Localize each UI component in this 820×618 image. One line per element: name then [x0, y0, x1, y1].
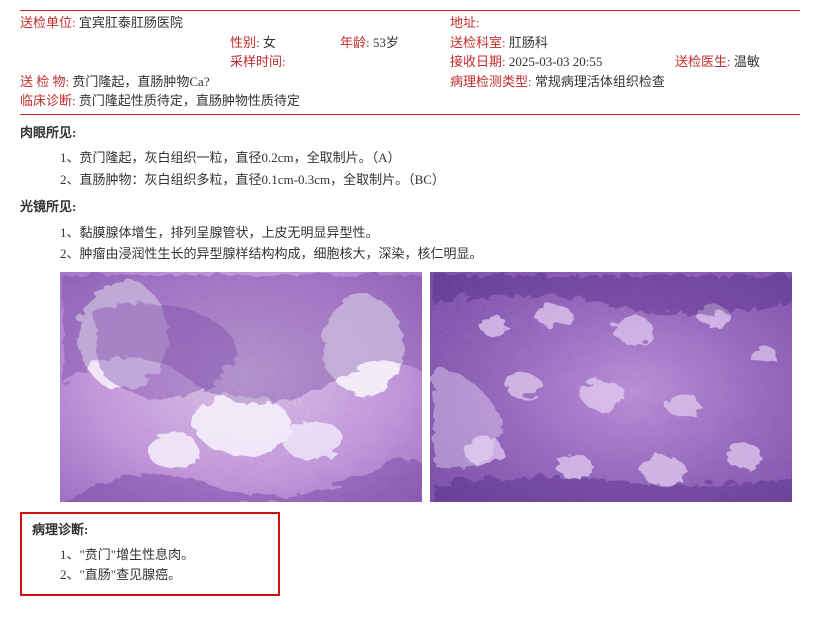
- specimen-label: 送 检 物:: [20, 74, 69, 89]
- histology-image-1: [60, 272, 422, 502]
- micro-item: 1、黏膜腺体增生，排列呈腺管状，上皮无明显异型性。: [60, 223, 800, 243]
- gross-items: 1、贲门隆起，灰白组织一粒，直径0.2cm，全取制片。（A） 2、直肠肿物：灰白…: [20, 148, 800, 189]
- header-row-1: 送检单位: 宜宾肛泰肛肠医院 地址:: [20, 13, 800, 33]
- addr-label: 地址:: [450, 15, 480, 30]
- diagnosis-item: 1、"贲门"增生性息肉。: [60, 545, 268, 565]
- header-row-3: 采样时间: 接收日期: 2025-03-03 20:55 送检医生: 温敏: [20, 52, 800, 72]
- recv-date-value: 2025-03-03 20:55: [509, 54, 603, 69]
- unit-value: 宜宾肛泰肛肠医院: [79, 15, 183, 30]
- clinical-value: 贲门隆起性质待定，直肠肿物性质待定: [79, 93, 300, 108]
- gross-title: 肉眼所见:: [20, 123, 800, 143]
- gross-item: 2、直肠肿物：灰白组织多粒，直径0.1cm-0.3cm，全取制片。（BC）: [60, 170, 800, 190]
- header-bottom-rule: [20, 114, 800, 115]
- sex-label: 性别:: [230, 35, 260, 50]
- age-value: 53岁: [373, 35, 399, 50]
- diagnosis-title: 病理诊断:: [32, 520, 268, 540]
- header-row-4: 送 检 物: 贲门隆起，直肠肿物Ca? 病理检测类型: 常规病理活体组织检查: [20, 72, 800, 92]
- age-label: 年龄:: [340, 35, 370, 50]
- clinical-label: 临床诊断:: [20, 93, 76, 108]
- test-type-label: 病理检测类型:: [450, 74, 532, 89]
- sample-time-label: 采样时间:: [230, 54, 286, 69]
- dept-value: 肛肠科: [509, 35, 548, 50]
- recv-doc-value: 温敏: [734, 54, 760, 69]
- micro-title: 光镜所见:: [20, 197, 800, 217]
- header-row-2: 性别: 女 年龄: 53岁 送检科室: 肛肠科: [20, 33, 800, 53]
- top-rule: [20, 10, 800, 11]
- header-row-5: 临床诊断: 贲门隆起性质待定，直肠肿物性质待定: [20, 91, 800, 111]
- specimen-value: 贲门隆起，直肠肿物Ca?: [72, 74, 209, 89]
- micro-item: 2、肿瘤由浸润性生长的异型腺样结构构成，细胞核大，深染，核仁明显。: [60, 244, 800, 264]
- gross-item: 1、贲门隆起，灰白组织一粒，直径0.2cm，全取制片。（A）: [60, 148, 800, 168]
- test-type-value: 常规病理活体组织检查: [535, 74, 665, 89]
- diagnosis-box: 病理诊断: 1、"贲门"增生性息肉。 2、"直肠"查见腺癌。: [20, 512, 280, 597]
- histology-image-2: [430, 272, 792, 502]
- recv-doc-label: 送检医生:: [675, 54, 731, 69]
- diagnosis-item: 2、"直肠"查见腺癌。: [60, 565, 268, 585]
- unit-label: 送检单位:: [20, 15, 76, 30]
- sex-value: 女: [263, 35, 276, 50]
- recv-date-label: 接收日期:: [450, 54, 506, 69]
- micro-items: 1、黏膜腺体增生，排列呈腺管状，上皮无明显异型性。 2、肿瘤由浸润性生长的异型腺…: [20, 223, 800, 264]
- histology-images: [60, 272, 800, 502]
- dept-label: 送检科室:: [450, 35, 506, 50]
- diagnosis-items: 1、"贲门"增生性息肉。 2、"直肠"查见腺癌。: [32, 545, 268, 584]
